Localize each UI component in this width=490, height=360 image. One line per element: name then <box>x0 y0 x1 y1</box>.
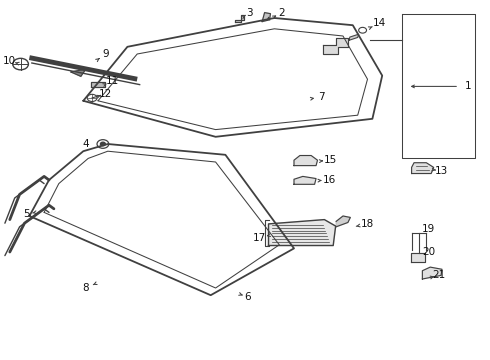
Text: 16: 16 <box>322 175 336 185</box>
Text: 21: 21 <box>432 270 445 280</box>
Text: 2: 2 <box>278 8 285 18</box>
Circle shape <box>100 142 105 146</box>
Polygon shape <box>422 267 442 279</box>
Polygon shape <box>323 38 348 54</box>
Polygon shape <box>411 253 425 262</box>
Text: 4: 4 <box>82 139 89 149</box>
Text: 11: 11 <box>106 76 120 86</box>
Polygon shape <box>269 220 336 246</box>
Text: 18: 18 <box>361 219 374 229</box>
Text: 6: 6 <box>244 292 251 302</box>
Polygon shape <box>262 13 270 22</box>
Text: 3: 3 <box>246 8 253 18</box>
Polygon shape <box>294 156 318 166</box>
Text: 13: 13 <box>434 166 448 176</box>
Text: 20: 20 <box>422 247 435 257</box>
Polygon shape <box>294 176 316 184</box>
Text: 19: 19 <box>422 224 436 234</box>
Text: 10: 10 <box>3 56 16 66</box>
Text: 12: 12 <box>98 89 112 99</box>
Polygon shape <box>71 69 86 76</box>
Text: 5: 5 <box>24 209 30 219</box>
Polygon shape <box>412 163 434 174</box>
Polygon shape <box>349 34 359 40</box>
Polygon shape <box>91 82 105 87</box>
Polygon shape <box>235 15 244 22</box>
Text: 8: 8 <box>82 283 89 293</box>
Polygon shape <box>336 216 350 227</box>
Text: 9: 9 <box>102 49 109 59</box>
Text: 7: 7 <box>318 92 324 102</box>
Text: 1: 1 <box>465 81 471 91</box>
Text: 14: 14 <box>373 18 387 28</box>
Text: 17: 17 <box>253 233 267 243</box>
Text: 15: 15 <box>324 155 338 165</box>
